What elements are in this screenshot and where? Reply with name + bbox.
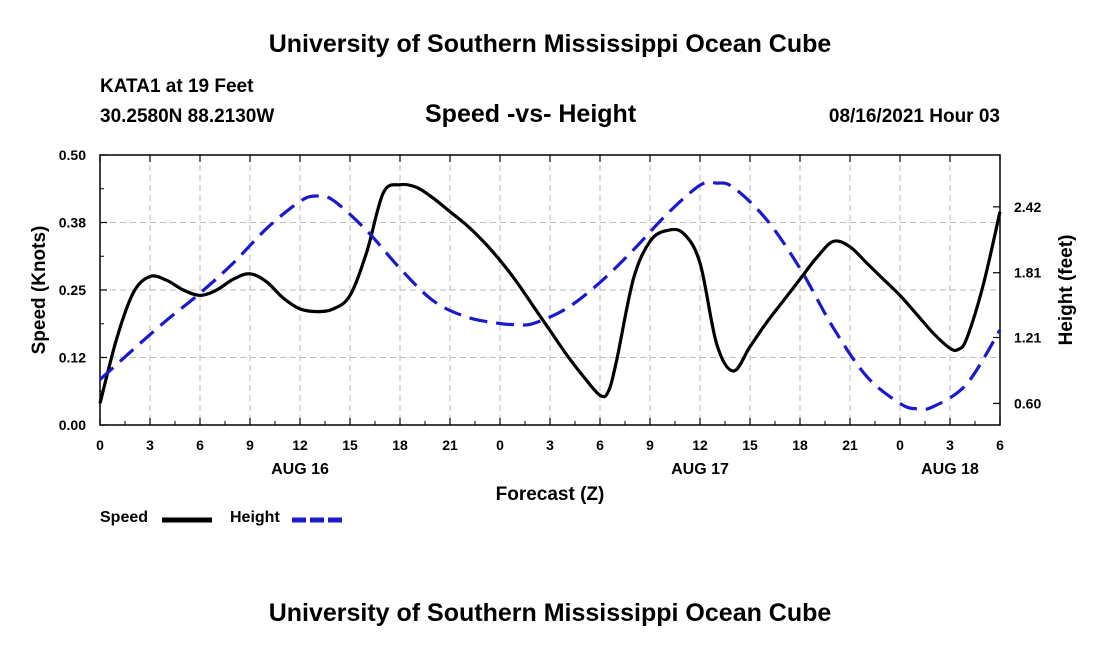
x-tick-label: 6 xyxy=(196,437,204,453)
footer-title: University of Southern Mississippi Ocean… xyxy=(268,599,832,627)
x-tick-label: 21 xyxy=(842,437,858,453)
x-tick-label: 0 xyxy=(896,437,904,453)
x-tick-label: 0 xyxy=(496,437,504,453)
day-label: AUG 16 xyxy=(271,461,329,478)
y2-axis-title: Height (feet) xyxy=(1056,235,1077,346)
x-axis-title: Forecast (Z) xyxy=(496,484,605,505)
x-tick-label: 18 xyxy=(792,437,808,453)
x-tick-label: 6 xyxy=(596,437,604,453)
x-tick-label: 3 xyxy=(546,437,554,453)
y-tick-label: 0.12 xyxy=(59,350,86,366)
speed-series-line xyxy=(98,182,1002,404)
x-tick-label: 9 xyxy=(646,437,654,453)
x-tick-label: 18 xyxy=(392,437,408,453)
x-tick-label: 9 xyxy=(246,437,254,453)
y2-tick-label: 1.81 xyxy=(1014,265,1041,281)
day-label: AUG 18 xyxy=(921,461,979,478)
y2-tick-label: 2.42 xyxy=(1014,199,1041,215)
y2-tick-label: 0.60 xyxy=(1014,395,1041,411)
legend-speed-label: Speed xyxy=(100,509,149,526)
x-tick-label: 0 xyxy=(96,437,104,453)
station-name: KATA1 at 19 Feet xyxy=(100,76,254,97)
chart-title: Speed -vs- Height xyxy=(425,100,637,128)
y-tick-label: 0.38 xyxy=(59,215,86,231)
y-tick-label: 0.25 xyxy=(59,282,86,298)
y2-tick-label: 1.21 xyxy=(1014,330,1041,346)
height-series-line xyxy=(98,180,1002,412)
y-axis-title: Speed (Knots) xyxy=(29,226,50,355)
y-tick-label: 0.00 xyxy=(59,417,86,433)
x-tick-label: 12 xyxy=(292,437,308,453)
legend-height-label: Height xyxy=(230,509,280,526)
x-tick-label: 6 xyxy=(996,437,1004,453)
x-tick-label: 21 xyxy=(442,437,458,453)
day-label: AUG 17 xyxy=(671,461,729,478)
y-tick-label: 0.50 xyxy=(59,147,86,163)
x-tick-label: 3 xyxy=(946,437,954,453)
x-tick-label: 15 xyxy=(342,437,358,453)
x-tick-label: 3 xyxy=(146,437,154,453)
station-coordinates: 30.2580N 88.2130W xyxy=(100,106,275,127)
page-title: University of Southern Mississippi Ocean… xyxy=(268,30,832,58)
forecast-datetime: 08/16/2021 Hour 03 xyxy=(828,106,1000,127)
x-tick-label: 15 xyxy=(742,437,758,453)
x-tick-label: 12 xyxy=(692,437,708,453)
